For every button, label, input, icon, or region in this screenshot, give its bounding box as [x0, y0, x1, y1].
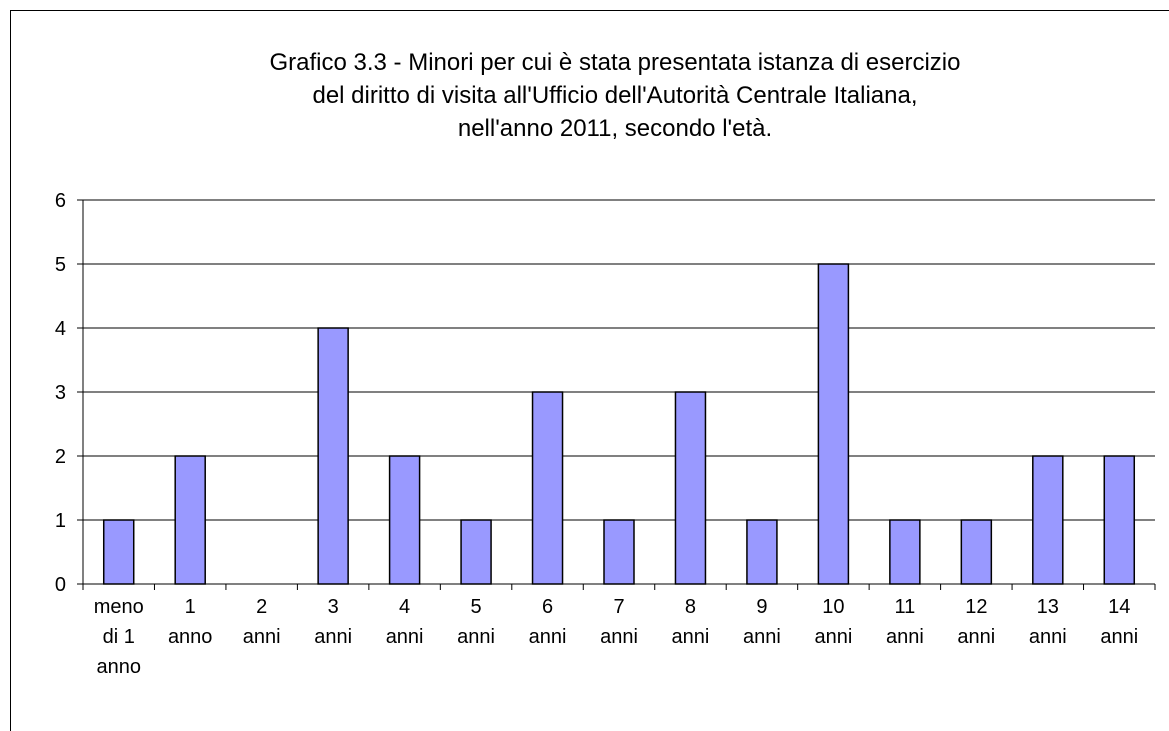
bar — [531, 391, 564, 585]
bar — [317, 327, 349, 585]
bar — [817, 263, 850, 585]
x-tick-label: 3 anni — [314, 596, 352, 648]
y-tick-label: 0 — [55, 574, 66, 596]
bar — [746, 519, 778, 585]
y-tick-label: 3 — [55, 382, 66, 404]
x-tick-label: 11 anni — [886, 596, 924, 648]
bar — [388, 455, 421, 585]
y-tick-label: 5 — [55, 254, 66, 276]
x-tick-label: 7 anni — [600, 596, 638, 648]
y-tick-label: 6 — [55, 190, 66, 212]
x-tick-label: meno di 1 anno — [94, 596, 144, 678]
bar — [1103, 455, 1136, 585]
x-tick-label: 5 anni — [457, 596, 495, 648]
x-tick-label: 13 anni — [1029, 596, 1067, 648]
chart-title: Grafico 3.3 - Minori per cui è stata pre… — [270, 49, 961, 142]
bar — [603, 519, 635, 585]
bar — [174, 455, 206, 585]
x-tick-label: 2 anni — [243, 596, 281, 648]
y-tick-label: 2 — [55, 446, 66, 468]
x-tick-label: 1 anno — [168, 596, 213, 648]
bar — [960, 519, 993, 585]
bar — [102, 519, 135, 585]
x-tick-label: 12 anni — [957, 596, 995, 648]
x-tick-label: 14 anni — [1100, 596, 1138, 648]
y-tick-label: 4 — [55, 318, 66, 340]
bar — [889, 519, 921, 585]
bar — [1032, 455, 1064, 585]
bar — [674, 391, 707, 585]
x-tick-label: 10 anni — [814, 596, 852, 648]
bar — [460, 519, 492, 585]
chart-frame — [10, 10, 1169, 731]
x-tick-label: 8 anni — [672, 596, 710, 648]
x-tick-label: 9 anni — [743, 596, 781, 648]
y-tick-label: 1 — [55, 510, 66, 532]
x-tick-label: 4 anni — [386, 596, 424, 648]
x-tick-label: 6 anni — [529, 596, 567, 648]
